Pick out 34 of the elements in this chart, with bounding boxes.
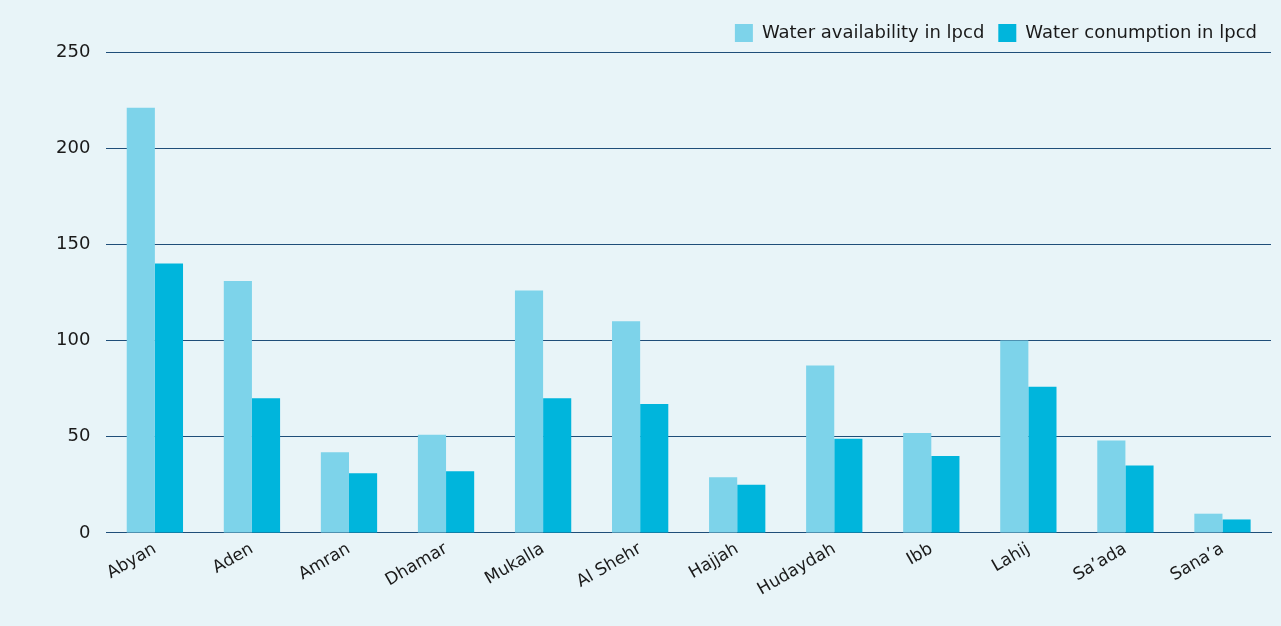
y-tick-label: 250 [56,39,91,61]
bar [612,321,641,533]
bar [737,484,766,533]
bar [1028,386,1057,533]
bar [251,398,281,533]
bar [931,455,960,533]
x-tick-label: Ibb [902,537,936,569]
legend-label: Water conumption in lpcd [1025,20,1258,42]
y-tick-label: 100 [56,328,91,350]
bar [1097,440,1126,533]
bar [446,471,475,533]
y-tick-label: 200 [56,135,91,157]
bar [1194,513,1223,533]
bar [348,473,378,533]
bar [1222,519,1251,533]
bar [1000,340,1029,533]
bar [417,434,447,533]
bar [834,438,863,533]
y-tick-label: 0 [78,520,91,542]
bar [1125,465,1154,533]
bar [514,290,544,533]
bar [126,107,155,533]
y-tick-label: 50 [67,424,91,446]
y-tick-label: 150 [56,232,91,254]
legend-label: Water availability in lpcd [761,20,985,42]
bar [640,404,669,533]
bar [806,365,835,533]
bar [154,263,184,533]
bar [903,432,932,533]
bar [223,280,252,533]
bar [543,398,572,533]
bar [320,452,349,533]
x-tick-label: Aden [208,537,257,577]
bar [709,477,738,533]
